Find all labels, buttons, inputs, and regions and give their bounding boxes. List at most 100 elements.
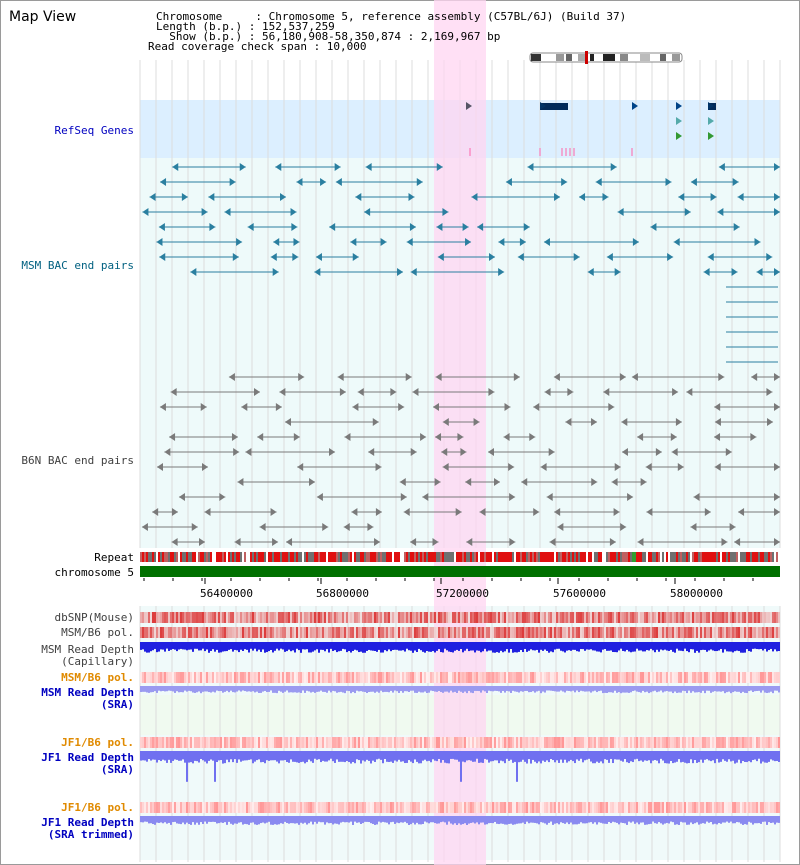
repeat-segment — [466, 552, 468, 562]
msm-b6-pol-heat-cell — [482, 627, 484, 638]
msm-b6-pol-heat-cell — [770, 627, 772, 638]
msm-depth-sra-bar — [186, 686, 188, 692]
repeat-segment — [490, 552, 492, 562]
jf1-depth-sra-bar — [420, 751, 422, 764]
jf1-depth-sra-bar — [224, 751, 226, 764]
jf1-depth-trim-bar — [564, 816, 566, 824]
msm-depth-capillary-bar — [190, 642, 192, 650]
b6n-bac-pair-end-right — [270, 508, 277, 516]
jf1-depth-sra-bar — [612, 751, 614, 764]
msm-depth-sra-bar — [312, 686, 314, 692]
dbsnp-heat-cell — [712, 612, 714, 623]
msm-depth-capillary-bar — [402, 642, 404, 651]
jf1-depth-trim-bar — [242, 816, 244, 825]
msm-depth-sra-bar — [758, 686, 760, 691]
msm-b6-pol-sra-heat-cell — [140, 672, 142, 683]
msm-b6-pol-sra-heat-cell — [176, 672, 178, 683]
jf1-b6-pol-heat-cell — [374, 737, 376, 748]
msm-depth-capillary-bar — [428, 642, 430, 652]
msm-depth-sra-bar — [380, 686, 382, 691]
jf1-depth-sra-bar — [298, 751, 300, 763]
msm-b6-pol-sra-heat-cell — [438, 672, 440, 683]
dbsnp-heat-cell — [304, 612, 306, 623]
repeat-segment — [628, 552, 630, 562]
jf1-depth-sra-bar — [650, 751, 652, 764]
b6n-bac-pair-end-right — [766, 388, 773, 396]
jf1-b6-pol-trim-heat-cell — [690, 802, 692, 813]
jf1-depth-sra-bar — [240, 751, 242, 762]
dbsnp-heat-cell — [188, 612, 190, 623]
track-label-jf1-depth-trim[interactable]: JF1 Read Depth — [41, 816, 134, 829]
track-label-jf1-b6-pol-1[interactable]: JF1/B6 pol. — [61, 736, 134, 749]
jf1-depth-trim-bar — [682, 816, 684, 823]
msm-b6-pol-heat-cell — [728, 627, 730, 638]
msm-bac-pair-end-right — [280, 193, 287, 201]
msm-b6-pol-sra-heat-cell — [516, 672, 518, 683]
msm-depth-capillary-bar — [336, 642, 338, 653]
track-label-msm-b6-pol-1[interactable]: MSM/B6 pol. — [61, 626, 134, 639]
jf1-b6-pol-heat-cell — [650, 737, 652, 748]
msm-bac-pair-end-left — [650, 223, 657, 231]
jf1-depth-sra-bar — [228, 751, 230, 763]
jf1-b6-pol-heat-cell — [680, 737, 682, 748]
track-label-msm-depth-sra[interactable]: MSM Read Depth — [41, 686, 134, 699]
jf1-depth-trim-bar — [170, 816, 172, 825]
msm-b6-pol-sra-heat-cell — [666, 672, 668, 683]
msm-depth-sra-bar — [468, 686, 470, 691]
jf1-depth-trim-bar — [594, 816, 596, 823]
dbsnp-heat-cell — [418, 612, 420, 623]
track-label-jf1-depth-sra[interactable]: JF1 Read Depth — [41, 751, 134, 764]
track-label-dbsnp[interactable]: dbSNP(Mouse) — [54, 611, 134, 624]
track-label-msm-depth-cap[interactable]: MSM Read Depth — [41, 643, 134, 656]
dbsnp-heat-cell — [164, 612, 166, 623]
dbsnp-heat-cell — [312, 612, 314, 623]
msm-depth-capillary-bar — [488, 642, 490, 651]
track-label-b6n-bac[interactable]: B6N BAC end pairs — [21, 454, 134, 467]
dbsnp-heat-cell — [254, 612, 256, 623]
msm-depth-sra-bar — [646, 686, 648, 692]
msm-depth-capillary-bar — [500, 642, 502, 651]
msm-b6-pol-sra-heat-cell — [156, 672, 158, 683]
dbsnp-heat-cell — [202, 612, 204, 623]
jf1-depth-sra-bar — [708, 751, 710, 761]
jf1-depth-sra-bar — [262, 751, 264, 762]
jf1-depth-sra-bar — [362, 751, 364, 761]
dbsnp-heat-cell — [550, 612, 552, 623]
jf1-depth-trim-bar — [650, 816, 652, 824]
track-label-chromosome[interactable]: chromosome 5 — [54, 566, 134, 579]
jf1-depth-sra-bar — [616, 751, 618, 760]
repeat-segment — [174, 552, 176, 562]
jf1-b6-pol-heat-cell — [516, 737, 518, 748]
track-label-refseq[interactable]: RefSeq Genes — [54, 124, 134, 137]
msm-b6-pol-heat-cell — [758, 627, 760, 638]
msm-depth-capillary-bar — [148, 642, 150, 653]
jf1-b6-pol-heat-cell — [540, 737, 542, 748]
jf1-depth-sra-bar — [622, 751, 624, 762]
track-label-msm-b6-pol-2[interactable]: MSM/B6 pol. — [61, 671, 134, 684]
jf1-b6-pol-heat-cell — [622, 737, 624, 748]
msm-depth-capillary-bar — [400, 642, 402, 651]
repeat-segment — [162, 552, 164, 562]
b6n-bac-pair-end-left — [544, 388, 551, 396]
msm-b6-pol-sra-heat-cell — [230, 672, 232, 683]
jf1-depth-trim-bar — [388, 816, 390, 825]
dbsnp-heat-cell — [368, 612, 370, 623]
track-label-msm-bac[interactable]: MSM BAC end pairs — [21, 259, 134, 272]
jf1-depth-sra-bar — [484, 751, 486, 759]
msm-b6-pol-heat-cell — [284, 627, 286, 638]
dbsnp-heat-cell — [216, 612, 218, 623]
jf1-depth-trim-bar — [656, 816, 658, 824]
msm-b6-pol-sra-heat-cell — [774, 672, 776, 683]
track-label-jf1-b6-pol-2[interactable]: JF1/B6 pol. — [61, 801, 134, 814]
jf1-b6-pol-heat-cell — [488, 737, 490, 748]
jf1-depth-sra-bar — [700, 751, 702, 760]
msm-depth-sra-bar — [272, 686, 274, 693]
msm-b6-pol-heat-cell — [470, 627, 472, 638]
msm-depth-capillary-bar — [486, 642, 488, 652]
msm-depth-capillary-bar — [232, 642, 234, 652]
msm-b6-pol-sra-heat-cell — [618, 672, 620, 683]
dbsnp-heat-cell — [560, 612, 562, 623]
msm-depth-sra-bar — [518, 686, 520, 693]
track-label-repeat[interactable]: Repeat — [94, 551, 134, 564]
